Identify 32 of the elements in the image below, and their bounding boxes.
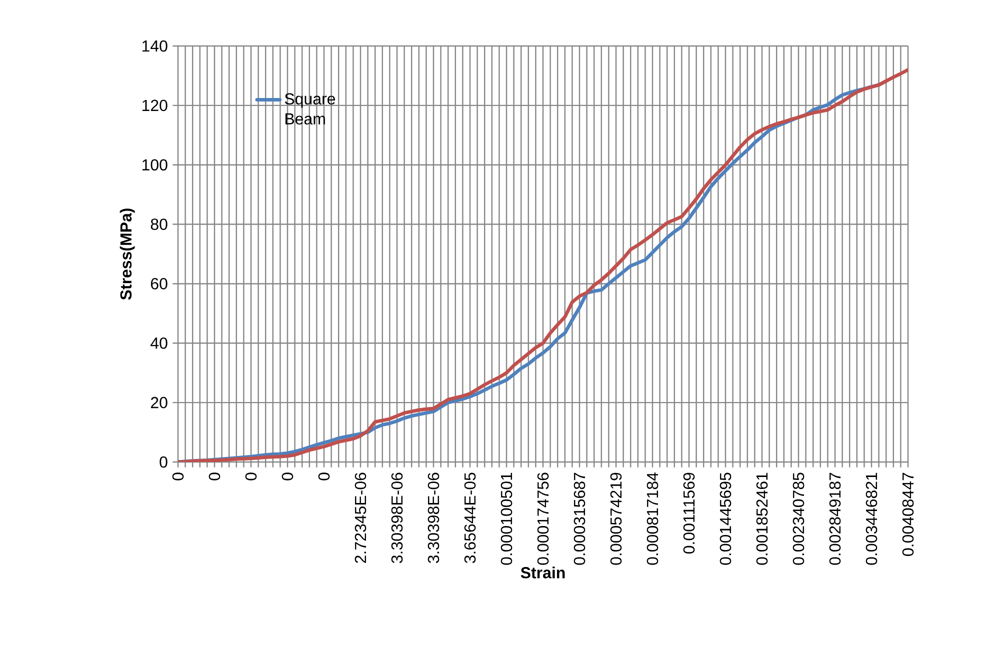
- x-tick-label: 0: [282, 472, 294, 480]
- y-tick-label: 20: [150, 396, 168, 408]
- x-tick-label: 0.000174756: [537, 472, 549, 565]
- x-axis-title: Strain: [520, 566, 565, 578]
- x-tick-label: 2.72345E-06: [354, 472, 366, 563]
- y-tick-label: 0: [160, 456, 168, 468]
- y-tick-label: 120: [142, 100, 168, 112]
- x-tick-label: 0.000100501: [500, 472, 512, 565]
- x-tick-label: 0: [208, 472, 220, 480]
- x-tick-label: 0.003446821: [866, 472, 878, 565]
- x-tick-label: 0.002849187: [829, 472, 841, 565]
- y-tick-label: 80: [150, 218, 168, 230]
- x-tick-label: 0.00408447: [902, 472, 914, 556]
- x-tick-label: 0.000817184: [646, 472, 658, 565]
- y-tick-label: 140: [142, 40, 168, 52]
- x-tick-label: 3.30398E-06: [428, 472, 440, 564]
- x-tick-label: 0.001852461: [756, 472, 768, 565]
- y-tick-label: 60: [150, 278, 168, 290]
- x-tick-label: 0: [245, 472, 257, 480]
- x-tick-label: 3.30398E-06: [391, 472, 403, 564]
- legend-label: Square Beam: [284, 93, 336, 125]
- x-tick-label: 0: [318, 472, 330, 480]
- x-tick-label: 0.002340785: [792, 472, 804, 565]
- x-tick-label: 0.000315687: [574, 472, 586, 565]
- x-tick-label: 3.65644E-05: [464, 472, 476, 564]
- y-tick-label: 40: [150, 337, 168, 349]
- x-tick-label: 0: [172, 472, 184, 480]
- y-tick-label: 100: [142, 159, 168, 171]
- x-tick-label: 0.00111569: [683, 472, 695, 554]
- x-tick-label: 0.001445695: [720, 472, 732, 565]
- y-axis-title: Stress(MPa): [120, 208, 135, 300]
- x-tick-label: 0.000574219: [610, 472, 622, 565]
